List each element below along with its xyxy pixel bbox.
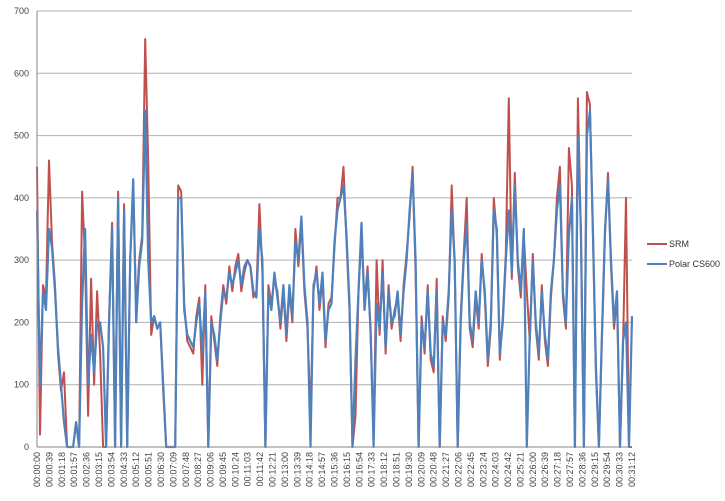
x-tick-label: 00:10:24 [230, 452, 240, 487]
x-tick-label: 00:13:00 [280, 452, 290, 487]
x-tick-label: 00:00:39 [44, 452, 54, 487]
x-tick-label: 00:29:54 [602, 452, 612, 487]
x-axis-ticks: 00:00:00 00:00:39 00:01:18 00:01:57 00:02:36… [32, 452, 637, 487]
x-tick-label: 00:12:21 [268, 452, 278, 487]
x-tick-label: 00:21:27 [441, 452, 451, 487]
x-tick-label: 00:05:12 [131, 452, 141, 487]
y-tick-label: 600 [14, 68, 29, 78]
x-tick-label: 00:17:33 [367, 452, 377, 487]
x-tick-label: 00:07:48 [181, 452, 191, 487]
x-tick-label: 00:26:39 [540, 452, 550, 487]
x-tick-label: 00:23:24 [478, 452, 488, 487]
x-tick-label: 00:04:33 [119, 452, 129, 487]
legend: SRM Polar CS600 [647, 234, 720, 274]
y-tick-label: 200 [14, 317, 29, 327]
x-tick-label: 00:03:54 [106, 452, 116, 487]
x-tick-label: 00:15:36 [330, 452, 340, 487]
x-tick-label: 00:16:54 [354, 452, 364, 487]
y-tick-label: 0 [24, 442, 29, 452]
x-tick-label: 00:24:42 [503, 452, 513, 487]
x-tick-label: 00:05:51 [144, 452, 154, 487]
legend-item-srm: SRM [647, 234, 720, 254]
x-tick-label: 00:20:48 [429, 452, 439, 487]
y-tick-label: 700 [14, 6, 29, 16]
x-tick-label: 00:14:57 [317, 452, 327, 487]
x-tick-label: 00:01:18 [57, 452, 67, 487]
x-tick-label: 00:18:51 [391, 452, 401, 487]
x-tick-label: 00:14:18 [305, 452, 315, 487]
legend-item-polar: Polar CS600 [647, 254, 720, 274]
x-tick-label: 00:18:12 [379, 452, 389, 487]
x-tick-label: 00:11:42 [255, 452, 265, 486]
x-tick-label: 00:02:36 [82, 452, 92, 487]
x-tick-label: 00:01:57 [69, 452, 79, 487]
x-tick-label: 00:07:09 [168, 452, 178, 487]
series-line-polar-cs600 [35, 109, 634, 449]
x-tick-label: 00:06:30 [156, 452, 166, 487]
x-tick-label: 00:22:45 [466, 452, 476, 487]
legend-label-polar: Polar CS600 [669, 259, 721, 269]
x-tick-label: 00:28:36 [577, 452, 587, 487]
x-tick-label: 00:08:27 [193, 452, 203, 487]
x-tick-label: 00:31:12 [627, 452, 637, 487]
y-tick-label: 500 [14, 131, 29, 141]
x-tick-label: 00:25:21 [515, 452, 525, 487]
x-tick-label: 00:27:18 [553, 452, 563, 487]
x-tick-label: 00:11:03 [243, 452, 253, 486]
x-tick-label: 00:09:45 [218, 452, 228, 487]
x-tick-label: 00:19:30 [404, 452, 414, 487]
y-tick-label: 300 [14, 255, 29, 265]
series-lines [35, 38, 634, 449]
x-tick-label: 00:30:33 [615, 452, 625, 487]
x-tick-label: 00:22:06 [453, 452, 463, 487]
legend-swatch-srm [647, 243, 667, 245]
x-tick-label: 00:03:15 [94, 452, 104, 487]
y-axis-ticks: 0 100 200 300 400 500 600 700 [14, 6, 29, 452]
legend-label-srm: SRM [669, 239, 689, 249]
y-tick-label: 100 [14, 380, 29, 390]
x-tick-label: 00:13:39 [292, 452, 302, 487]
x-tick-label: 00:09:06 [206, 452, 216, 487]
legend-swatch-polar [647, 263, 667, 265]
x-tick-label: 00:24:03 [491, 452, 501, 487]
x-tick-label: 00:29:15 [590, 452, 600, 487]
x-tick-label: 00:27:57 [565, 452, 575, 487]
x-tick-label: 00:20:09 [416, 452, 426, 487]
x-tick-label: 00:26:00 [528, 452, 538, 487]
x-tick-label: 00:00:00 [32, 452, 42, 487]
y-tick-label: 400 [14, 193, 29, 203]
x-tick-label: 00:16:15 [342, 452, 352, 487]
